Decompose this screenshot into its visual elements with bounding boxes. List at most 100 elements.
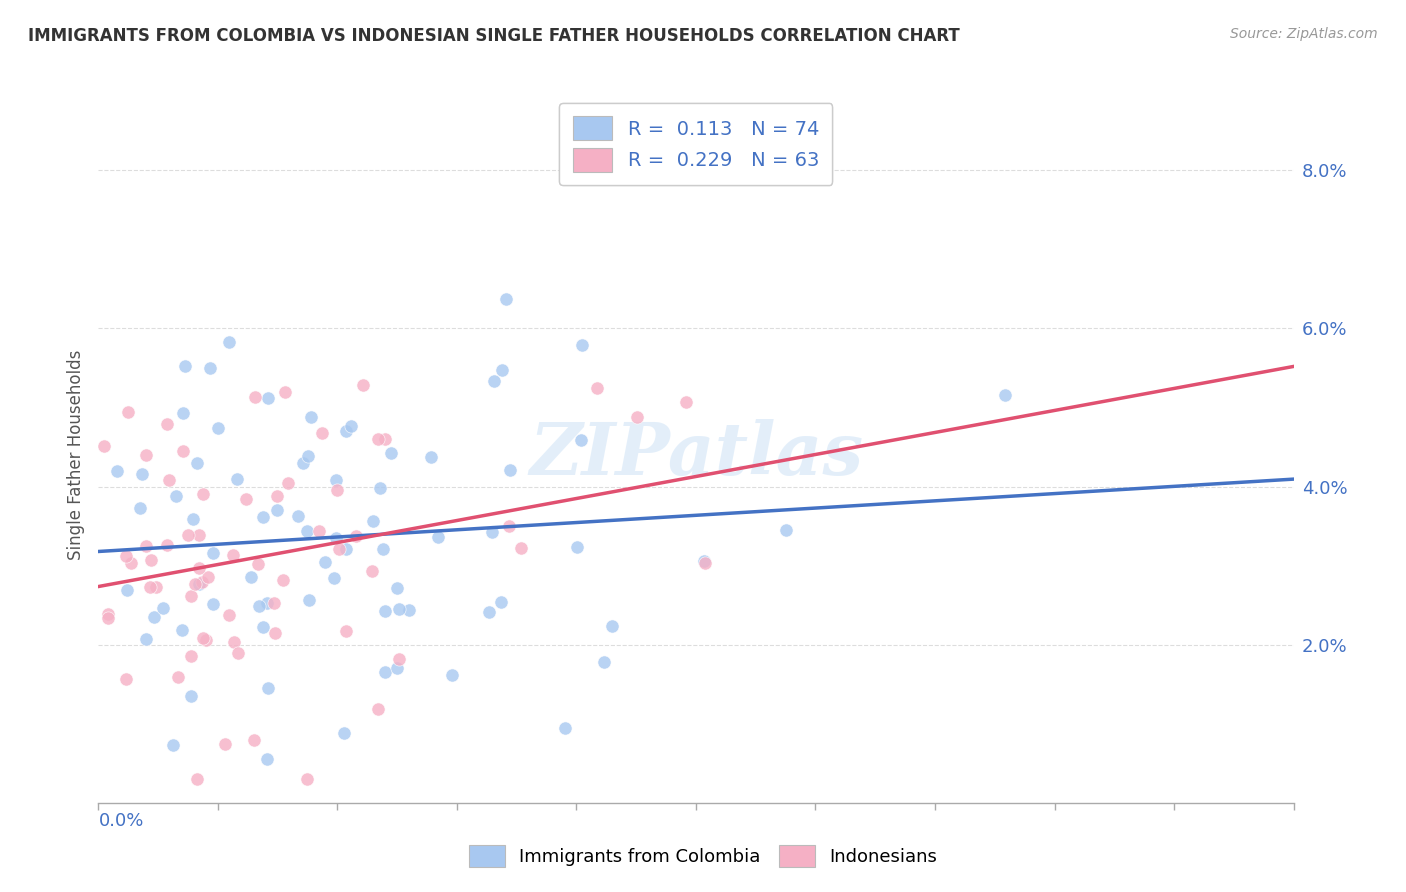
Text: Source: ZipAtlas.com: Source: ZipAtlas.com [1230, 27, 1378, 41]
Point [257, 391, 280, 405]
Point [131, 467, 153, 481]
Point [166, 670, 188, 684]
Point [183, 577, 205, 591]
Point [371, 542, 394, 557]
Point [498, 463, 520, 477]
Point [201, 546, 224, 560]
Point [311, 425, 333, 440]
Point [295, 524, 318, 539]
Point [367, 432, 389, 446]
Point [335, 424, 357, 438]
Point [181, 512, 204, 526]
Point [174, 359, 197, 373]
Point [695, 556, 717, 570]
Point [388, 601, 411, 615]
Point [994, 387, 1017, 401]
Point [256, 752, 278, 766]
Point [162, 738, 184, 752]
Point [117, 405, 139, 419]
Point [186, 456, 208, 470]
Point [172, 406, 194, 420]
Point [325, 531, 347, 545]
Point [165, 489, 187, 503]
Point [194, 632, 217, 647]
Point [191, 632, 214, 646]
Text: IMMIGRANTS FROM COLOMBIA VS INDONESIAN SINGLE FATHER HOUSEHOLDS CORRELATION CHAR: IMMIGRANTS FROM COLOMBIA VS INDONESIAN S… [28, 27, 960, 45]
Point [218, 335, 240, 350]
Point [114, 549, 136, 564]
Point [186, 772, 208, 786]
Point [335, 624, 357, 639]
Point [156, 417, 179, 431]
Point [361, 564, 384, 578]
Point [344, 529, 367, 543]
Point [93, 439, 115, 453]
Point [510, 541, 533, 555]
Point [143, 609, 166, 624]
Point [218, 607, 240, 622]
Legend: Immigrants from Colombia, Indonesians: Immigrants from Colombia, Indonesians [461, 838, 945, 874]
Point [188, 577, 211, 591]
Point [340, 419, 363, 434]
Point [374, 604, 396, 618]
Point [335, 541, 357, 556]
Point [374, 665, 396, 679]
Point [155, 538, 177, 552]
Point [271, 573, 294, 587]
Point [328, 541, 350, 556]
Point [387, 661, 409, 675]
Point [243, 733, 266, 747]
Point [325, 474, 347, 488]
Point [170, 623, 193, 637]
Point [187, 528, 209, 542]
Point [107, 464, 129, 478]
Point [193, 487, 215, 501]
Point [491, 363, 513, 377]
Point [287, 509, 309, 524]
Point [491, 595, 513, 609]
Point [141, 553, 163, 567]
Point [292, 456, 315, 470]
Point [626, 409, 648, 424]
Point [586, 381, 609, 395]
Point [775, 523, 797, 537]
Point [332, 725, 354, 739]
Point [322, 571, 344, 585]
Point [97, 607, 120, 622]
Point [385, 581, 408, 595]
Legend: R =  0.113   N = 74, R =  0.229   N = 63: R = 0.113 N = 74, R = 0.229 N = 63 [560, 103, 832, 186]
Point [202, 597, 225, 611]
Point [256, 596, 278, 610]
Point [145, 580, 167, 594]
Point [368, 481, 391, 495]
Point [299, 410, 322, 425]
Y-axis label: Single Father Households: Single Father Households [66, 350, 84, 560]
Point [263, 625, 285, 640]
Point [187, 561, 209, 575]
Point [427, 530, 450, 544]
Point [235, 492, 257, 507]
Point [326, 483, 349, 498]
Point [420, 450, 443, 464]
Point [256, 681, 278, 695]
Point [263, 596, 285, 610]
Point [222, 634, 245, 648]
Point [245, 390, 267, 404]
Point [135, 632, 157, 646]
Point [495, 292, 517, 306]
Point [276, 475, 298, 490]
Point [246, 558, 269, 572]
Point [172, 444, 194, 458]
Point [274, 385, 297, 400]
Point [177, 528, 200, 542]
Point [207, 421, 229, 435]
Point [693, 554, 716, 568]
Point [266, 503, 288, 517]
Point [295, 772, 318, 786]
Point [352, 378, 374, 392]
Point [571, 338, 593, 352]
Point [128, 501, 150, 516]
Point [152, 601, 174, 615]
Point [380, 446, 402, 460]
Point [367, 702, 389, 716]
